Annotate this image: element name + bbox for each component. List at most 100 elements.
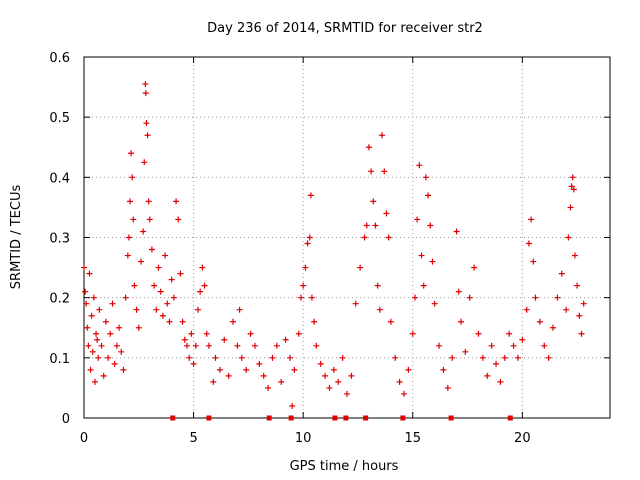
data-point — [85, 342, 92, 349]
data-point — [84, 324, 91, 331]
data-points — [81, 81, 587, 409]
data-point — [379, 132, 386, 139]
data-point — [86, 270, 93, 277]
data-point — [541, 342, 548, 349]
y-tick-label: 0.4 — [49, 171, 70, 186]
data-point — [94, 336, 101, 343]
data-point — [256, 360, 263, 367]
data-point — [133, 306, 140, 313]
data-point — [574, 282, 581, 289]
data-point — [145, 198, 152, 205]
data-point — [291, 366, 298, 373]
data-point — [166, 318, 173, 325]
data-point — [287, 354, 294, 361]
data-point — [344, 390, 350, 397]
data-point — [510, 342, 517, 349]
data-point — [484, 372, 491, 379]
y-tick-label: 0.2 — [49, 292, 70, 307]
data-point — [352, 300, 359, 307]
data-point — [411, 294, 418, 301]
data-point — [558, 270, 565, 277]
data-point — [525, 240, 532, 247]
data-point — [297, 294, 304, 301]
data-point — [506, 330, 513, 337]
y-tick-label: 0.3 — [49, 232, 70, 247]
chart-title: Day 236 of 2014, SRMTID for receiver str… — [207, 21, 483, 36]
data-point — [282, 336, 289, 343]
data-point — [128, 150, 135, 157]
data-point — [109, 300, 116, 307]
data-point — [251, 342, 258, 349]
data-point — [124, 252, 131, 259]
data-point — [148, 246, 155, 253]
data-point — [376, 306, 383, 313]
data-point — [532, 294, 539, 301]
data-point — [89, 348, 96, 355]
data-point — [475, 330, 482, 337]
data-point — [313, 342, 320, 349]
data-point — [210, 378, 217, 385]
data-point — [530, 258, 537, 265]
baseline-marker — [400, 415, 406, 421]
data-point — [449, 354, 456, 361]
data-point — [554, 294, 561, 301]
data-point — [197, 288, 204, 295]
data-point — [164, 300, 171, 307]
baseline-marker — [170, 415, 176, 421]
data-point — [230, 318, 237, 325]
data-point — [203, 330, 210, 337]
data-point — [179, 318, 186, 325]
data-point — [409, 330, 416, 337]
y-axis: 0 0.1 0.2 0.3 0.4 0.5 0.6 — [49, 51, 610, 427]
data-point — [95, 354, 102, 361]
data-point — [420, 282, 427, 289]
data-point — [501, 354, 508, 361]
data-point — [405, 366, 412, 373]
data-point — [565, 234, 572, 241]
data-point — [88, 312, 95, 319]
data-point — [396, 378, 403, 385]
data-point — [184, 342, 191, 349]
data-point — [125, 234, 132, 241]
data-point — [466, 294, 473, 301]
data-point — [304, 240, 311, 247]
y-tick-label: 0.6 — [49, 51, 70, 66]
data-point — [414, 216, 421, 223]
data-point — [431, 300, 438, 307]
data-point — [100, 372, 107, 379]
data-point — [335, 378, 342, 385]
data-point — [201, 282, 208, 289]
data-point — [81, 264, 87, 271]
data-point — [216, 366, 223, 373]
data-point — [192, 342, 199, 349]
data-point — [514, 354, 521, 361]
data-point — [462, 348, 469, 355]
data-point — [311, 318, 318, 325]
baseline-marker — [343, 415, 349, 421]
data-point — [457, 318, 464, 325]
data-point — [155, 264, 162, 271]
data-point — [536, 318, 543, 325]
baseline-marker — [332, 415, 338, 421]
data-point — [302, 264, 309, 271]
data-point — [116, 324, 123, 331]
data-point — [381, 168, 388, 175]
data-point — [140, 228, 147, 235]
data-point — [372, 222, 379, 229]
data-point — [159, 312, 166, 319]
data-point — [141, 159, 148, 166]
data-point — [190, 360, 197, 367]
data-point — [93, 330, 100, 337]
data-point — [130, 216, 137, 223]
data-point — [571, 252, 578, 259]
data-point — [105, 354, 112, 361]
data-point — [135, 324, 142, 331]
data-point — [82, 288, 89, 295]
data-point — [387, 318, 394, 325]
data-point — [578, 330, 585, 337]
data-point — [339, 354, 346, 361]
data-point — [181, 336, 188, 343]
y-tick-label: 0.1 — [49, 352, 70, 367]
data-point — [567, 204, 574, 211]
